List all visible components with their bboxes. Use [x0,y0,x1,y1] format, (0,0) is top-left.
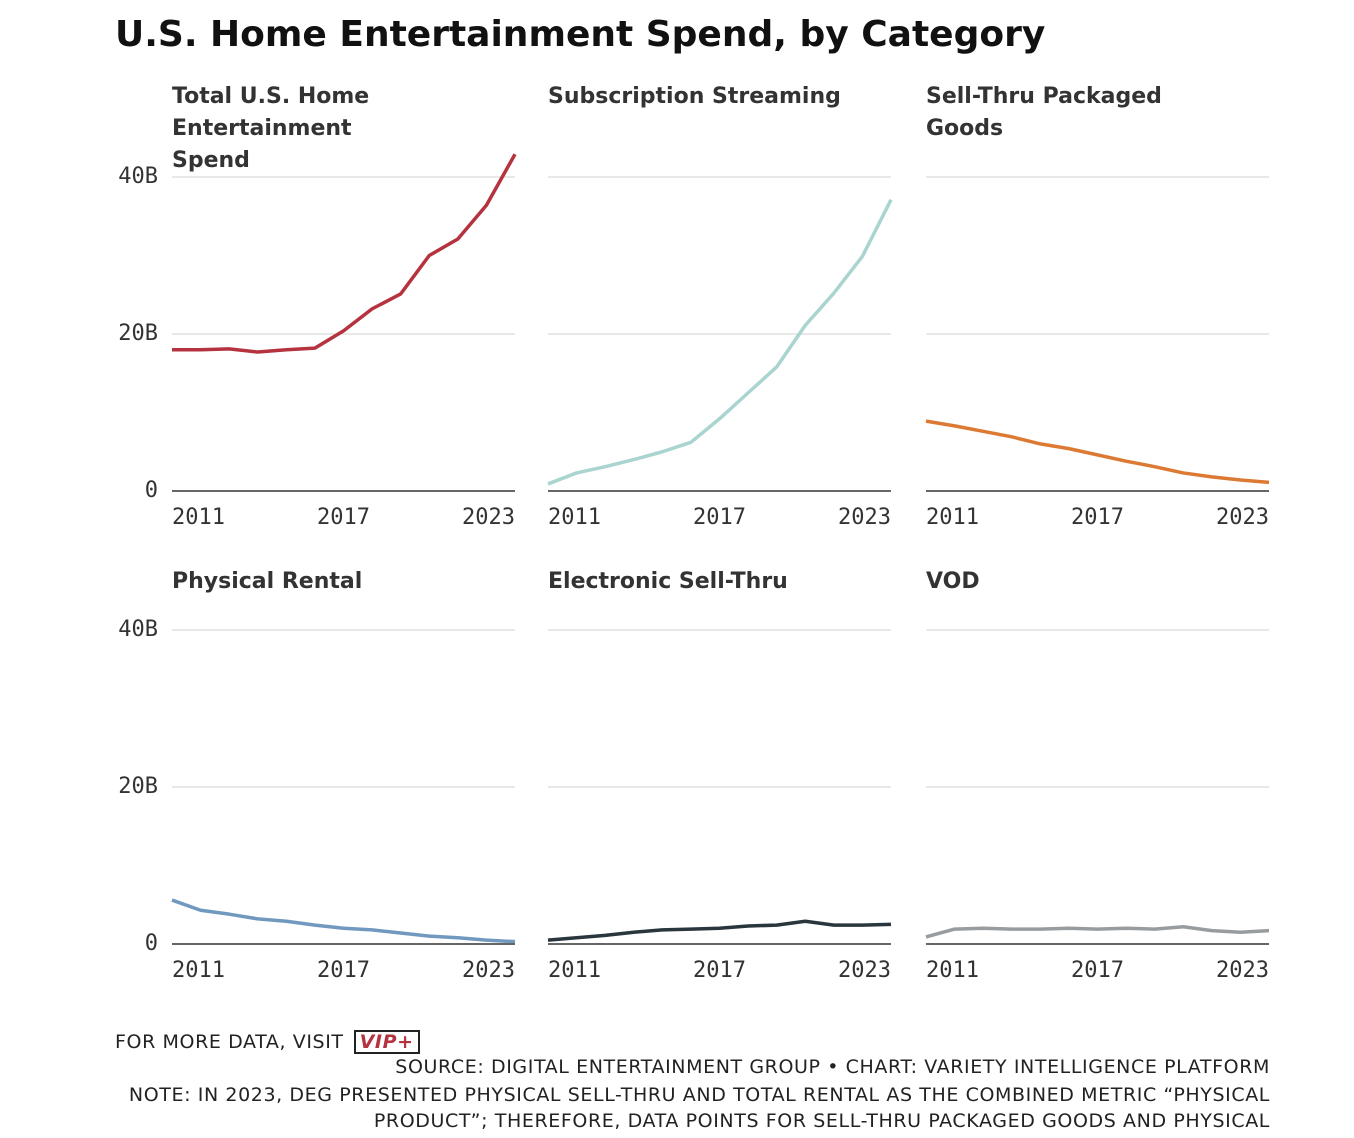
y-tick-label: 20B [118,774,158,799]
more-text: FOR MORE DATA, VISIT [115,1031,344,1053]
x-tick-label: 2017 [317,505,370,530]
chart-title: U.S. Home Entertainment Spend, by Catego… [115,14,1046,55]
x-tick-label: 2011 [172,505,225,530]
series-line [547,198,893,486]
y-tick-label: 0 [145,478,158,503]
x-tick-label: 2011 [172,958,225,983]
x-tick-label: 2011 [548,505,601,530]
y-tick-label: 20B [118,321,158,346]
series-line [925,924,1270,939]
panel-title: Subscription Streaming [548,84,841,109]
small-multiples: 0 20B 40B 2011 2017 2023 2011 2017 2023 2011 2017 2… [118,153,1270,983]
x-tick-label: 2023 [1216,505,1269,530]
x-tick-label: 2011 [926,505,979,530]
x-tick-label: 2023 [462,505,515,530]
x-tick-label: 2023 [462,958,515,983]
x-tick-label: 2017 [1071,505,1124,530]
x-tick-label: 2017 [693,958,746,983]
panel-title: VOD [926,569,980,594]
x-tick-label: 2011 [926,958,979,983]
panel-title: Total U.S. Home Entertainment Spend [172,84,370,173]
x-tick-label: 2023 [838,958,891,983]
more-data: FOR MORE DATA, VISIT VIP+ [115,1030,420,1054]
panel-title: Physical Rental [172,569,363,594]
panel-title: Sell-Thru Packaged Goods [926,84,1162,141]
source: SOURCE: DIGITAL ENTERTAINMENT GROUP • CH… [395,1056,1270,1078]
note: NOTE: IN 2023, DEG PRESENTED PHYSICAL SE… [128,1084,1270,1132]
series-line [171,898,516,944]
x-tick-label: 2011 [548,958,601,983]
x-tick-label: 2023 [1216,958,1269,983]
x-tick-label: 2017 [693,505,746,530]
y-tick-label: 40B [118,164,158,189]
series-line [547,919,892,942]
y-tick-label: 0 [145,931,158,956]
y-tick-label: 40B [118,617,158,642]
logo[interactable]: VIP+ [353,1030,420,1054]
panel-title: Electronic Sell-Thru [548,569,788,594]
series-line [172,153,517,354]
x-tick-label: 2023 [838,505,891,530]
x-tick-label: 2017 [317,958,370,983]
x-tick-label: 2017 [1071,958,1124,983]
series-line [925,419,1270,485]
